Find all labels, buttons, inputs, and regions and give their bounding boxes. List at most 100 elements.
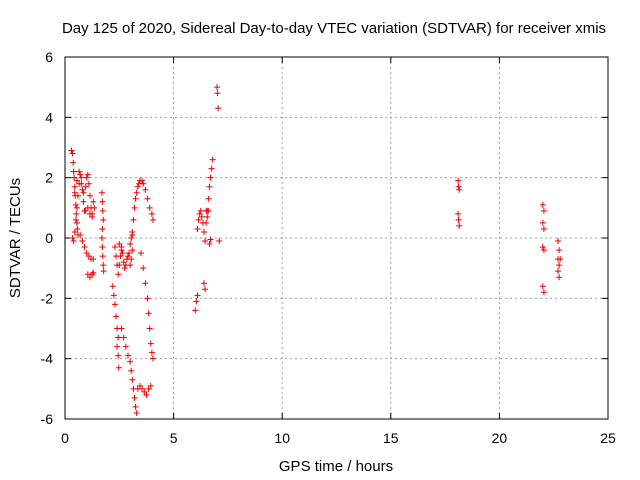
data-point bbox=[89, 213, 96, 220]
data-point bbox=[214, 84, 221, 91]
data-point bbox=[146, 325, 153, 332]
data-point bbox=[71, 183, 78, 190]
data-point bbox=[84, 171, 91, 178]
data-point bbox=[99, 207, 106, 214]
data-point bbox=[455, 183, 462, 190]
data-point bbox=[75, 192, 82, 199]
data-point bbox=[84, 204, 91, 211]
data-point bbox=[70, 159, 77, 166]
y-tick-label: -2 bbox=[41, 290, 54, 306]
data-point bbox=[540, 225, 547, 232]
data-point bbox=[80, 189, 87, 196]
y-axis-label: SDTVAR / TECUs bbox=[7, 178, 24, 298]
data-point bbox=[195, 216, 202, 223]
data-point bbox=[146, 204, 153, 211]
data-point bbox=[207, 236, 214, 243]
data-point bbox=[133, 189, 140, 196]
y-tick-label: 0 bbox=[45, 230, 53, 246]
data-point bbox=[129, 376, 136, 383]
data-point bbox=[205, 207, 212, 214]
data-point bbox=[99, 225, 106, 232]
x-axis-label: GPS time / hours bbox=[279, 458, 393, 475]
data-point bbox=[133, 409, 140, 416]
data-point bbox=[80, 198, 87, 205]
x-tick-label: 10 bbox=[274, 430, 290, 446]
data-point bbox=[131, 394, 138, 401]
data-point bbox=[99, 253, 106, 260]
data-point bbox=[214, 90, 221, 97]
data-point bbox=[127, 262, 134, 269]
data-point bbox=[144, 295, 151, 302]
data-point bbox=[142, 186, 149, 193]
data-point bbox=[115, 352, 122, 359]
data-point bbox=[71, 174, 78, 181]
data-point bbox=[100, 268, 107, 275]
data-point bbox=[539, 244, 546, 251]
data-point bbox=[118, 325, 125, 332]
data-point bbox=[111, 244, 118, 251]
data-point bbox=[147, 340, 154, 347]
data-point bbox=[540, 289, 547, 296]
data-point bbox=[86, 274, 93, 281]
data-point bbox=[72, 216, 79, 223]
data-point bbox=[197, 207, 204, 214]
data-point bbox=[100, 262, 107, 269]
data-point bbox=[196, 210, 203, 217]
data-point bbox=[126, 250, 133, 257]
data-point bbox=[73, 210, 80, 217]
data-point bbox=[113, 313, 120, 320]
data-point bbox=[76, 168, 83, 175]
data-point bbox=[149, 355, 156, 362]
data-point bbox=[115, 364, 122, 371]
data-point bbox=[99, 244, 106, 251]
data-point bbox=[209, 156, 216, 163]
data-point bbox=[116, 262, 123, 269]
data-point bbox=[148, 210, 155, 217]
data-point bbox=[141, 388, 148, 395]
data-point bbox=[140, 180, 147, 187]
data-point bbox=[74, 225, 81, 232]
data-point bbox=[203, 219, 210, 226]
data-point bbox=[99, 198, 106, 205]
data-point bbox=[129, 228, 136, 235]
data-point bbox=[77, 231, 84, 238]
data-point bbox=[136, 382, 143, 389]
data-point bbox=[206, 183, 213, 190]
data-point bbox=[78, 174, 85, 181]
x-tick-label: 20 bbox=[492, 430, 508, 446]
data-point bbox=[202, 286, 209, 293]
data-point bbox=[129, 247, 136, 254]
data-point bbox=[132, 195, 139, 202]
data-point bbox=[70, 168, 77, 175]
y-tick-label: 6 bbox=[45, 49, 53, 65]
data-point bbox=[86, 192, 93, 199]
data-point bbox=[216, 238, 223, 245]
data-point bbox=[140, 265, 147, 272]
data-point bbox=[120, 259, 127, 266]
data-point bbox=[556, 274, 563, 281]
data-point bbox=[77, 171, 84, 178]
data-point bbox=[206, 241, 213, 248]
data-point bbox=[208, 165, 215, 172]
data-point bbox=[128, 235, 135, 241]
data-point bbox=[71, 189, 78, 196]
data-point bbox=[83, 174, 90, 181]
data-point bbox=[456, 186, 463, 193]
y-tick-label: -4 bbox=[41, 351, 54, 367]
data-point bbox=[145, 310, 152, 317]
data-point bbox=[90, 256, 97, 263]
y-tick-label: 2 bbox=[45, 170, 53, 186]
data-point bbox=[72, 201, 79, 208]
data-point bbox=[194, 292, 201, 299]
data-point bbox=[539, 219, 546, 226]
data-point bbox=[81, 244, 88, 251]
data-point bbox=[540, 207, 547, 214]
data-point bbox=[215, 105, 222, 112]
data-point bbox=[111, 301, 118, 308]
data-point bbox=[139, 385, 146, 392]
data-point bbox=[127, 358, 134, 365]
grid bbox=[65, 57, 608, 419]
data-point bbox=[69, 150, 76, 157]
data-point bbox=[556, 262, 563, 269]
data-point bbox=[115, 271, 122, 278]
